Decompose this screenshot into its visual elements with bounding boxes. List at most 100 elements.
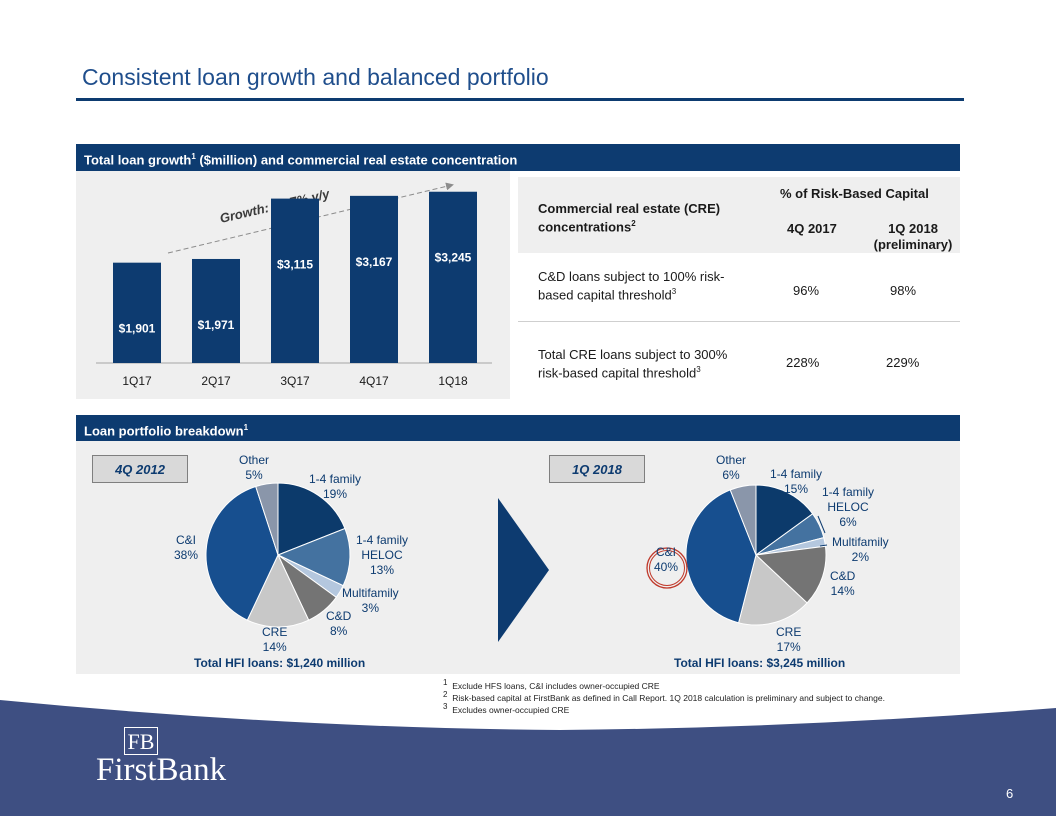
period-4q2017-header: 4Q 2017 bbox=[787, 221, 837, 236]
x-tick-label: 2Q17 bbox=[201, 374, 231, 388]
footer-band bbox=[0, 700, 1056, 816]
left-multifamily-label: Multifamily 3% bbox=[342, 586, 399, 616]
footnote-3: 3 Excludes owner-occupied CRE bbox=[443, 702, 569, 715]
bar-value-label: $3,115 bbox=[277, 258, 313, 272]
left-cd-label: C&D 8% bbox=[326, 609, 351, 639]
cre-row-label-line1: Total CRE loans subject to 300% bbox=[538, 347, 728, 362]
cd-row-footnote: 3 bbox=[671, 287, 677, 296]
pie-slice-other bbox=[255, 482, 279, 556]
cd-value-1q2018: 98% bbox=[890, 283, 917, 298]
right-ci-name: C&I bbox=[656, 545, 677, 559]
left-family-pct: 19% bbox=[322, 487, 348, 501]
left-ci-name: C&I bbox=[176, 533, 197, 547]
left-family-label: 1-4 family 19% bbox=[309, 472, 361, 502]
cre-row-label-line2: risk-based capital threshold bbox=[538, 365, 697, 381]
loan-growth-title-rest: ($million) and commercial real estate co… bbox=[195, 152, 518, 168]
table-row-cre: Total CRE loans subject to 300% risk-bas… bbox=[538, 347, 727, 380]
cd-row-label-line1: C&D loans subject to 100% risk- bbox=[538, 269, 725, 284]
left-heloc-label: 1-4 family HELOC 13% bbox=[356, 533, 408, 578]
page-number: 6 bbox=[1006, 786, 1014, 801]
left-cd-name: C&D bbox=[326, 609, 352, 623]
table-header-background bbox=[518, 177, 960, 253]
bar-4Q17 bbox=[350, 195, 398, 363]
right-multifamily-pct: 2% bbox=[851, 550, 869, 564]
left-cre-label: CRE 14% bbox=[262, 625, 287, 655]
heloc-leader-line bbox=[817, 515, 826, 534]
pie-slice-other bbox=[729, 484, 757, 556]
firstbank-logo-mark: FB bbox=[124, 727, 158, 755]
right-other-name: Other bbox=[716, 453, 747, 467]
x-tick-label: 3Q17 bbox=[280, 374, 310, 388]
cre-value-4q2017: 228% bbox=[786, 355, 820, 370]
left-ci-pct: 38% bbox=[174, 548, 199, 562]
pie-chart-1q2018 bbox=[685, 484, 827, 626]
right-cre-name: CRE bbox=[776, 625, 802, 639]
footnote-3-number: 3 bbox=[443, 702, 448, 711]
pie-slice-1-4-family bbox=[277, 482, 346, 556]
period-label-1q2018: 1Q 2018 bbox=[549, 455, 645, 483]
left-multifamily-name: Multifamily bbox=[342, 586, 399, 600]
pie-slice-1-4-family bbox=[755, 484, 814, 556]
pie-chart-4q2012 bbox=[205, 482, 351, 628]
pie-slice-c-i bbox=[205, 485, 279, 621]
bar-value-label: $3,167 bbox=[356, 255, 393, 269]
bar-3Q17 bbox=[271, 198, 319, 363]
cre-row-header: Commercial real estate (CRE) concentrati… bbox=[538, 201, 748, 234]
left-other-name: Other bbox=[239, 453, 270, 467]
right-ci-pct: 40% bbox=[654, 560, 679, 574]
loan-growth-title-footnote: 1 bbox=[191, 152, 196, 161]
right-cre-pct: 17% bbox=[776, 640, 801, 654]
footnote-1-text: Exclude HFS loans, C&I includes owner-oc… bbox=[452, 680, 660, 691]
risk-based-capital-header: % of Risk-Based Capital bbox=[780, 186, 929, 201]
footnote-1: 1 Exclude HFS loans, C&I includes owner-… bbox=[443, 678, 660, 691]
table-row-cd: C&D loans subject to 100% risk- based ca… bbox=[538, 269, 724, 302]
title-divider bbox=[76, 98, 964, 101]
left-heloc-pct: 13% bbox=[369, 563, 395, 577]
left-total-loans: Total HFI loans: $1,240 million bbox=[194, 656, 366, 670]
right-cd-label: C&D 14% bbox=[830, 569, 855, 599]
cre-row-footnote: 3 bbox=[696, 365, 701, 374]
table-row-divider bbox=[518, 321, 960, 322]
right-total-loans: Total HFI loans: $3,245 million bbox=[674, 656, 846, 670]
portfolio-title: Loan portfolio breakdown bbox=[84, 423, 244, 439]
bar-value-label: $1,901 bbox=[119, 322, 156, 336]
loan-growth-section-header: Total loan growth1 ($million) and commer… bbox=[76, 144, 960, 171]
bars-group: $1,901 1Q17 $1,971 2Q17 $3,115 3Q17 $3,167 4Q17… bbox=[113, 191, 477, 388]
right-multifamily-label: Multifamily 2% bbox=[832, 535, 889, 565]
cre-value-1q2018: 229% bbox=[886, 355, 920, 370]
bar-2Q17 bbox=[192, 258, 240, 363]
right-cre-label: CRE 17% bbox=[776, 625, 801, 655]
page-title: Consistent loan growth and balanced port… bbox=[82, 64, 549, 90]
pie-slice-cre bbox=[246, 553, 310, 628]
pie-slice-c-i bbox=[685, 489, 757, 624]
right-cd-pct: 14% bbox=[830, 584, 855, 598]
bar-1Q17 bbox=[113, 262, 161, 363]
cd-value-4q2017: 96% bbox=[793, 283, 820, 298]
right-other-pct: 6% bbox=[722, 468, 740, 482]
portfolio-section-header: Loan portfolio breakdown1 bbox=[76, 415, 960, 441]
pie-slice-1-4-family-heloc bbox=[276, 527, 351, 587]
left-cre-name: CRE bbox=[262, 625, 288, 639]
right-heloc-sub: HELOC bbox=[827, 500, 869, 514]
right-heloc-name: 1-4 family bbox=[822, 485, 875, 499]
left-cre-pct: 14% bbox=[262, 640, 287, 654]
ci-highlight-circle-inner bbox=[649, 550, 685, 586]
left-ci-label: C&I 38% bbox=[174, 533, 198, 563]
footnote-1-number: 1 bbox=[443, 678, 448, 687]
x-tick-label: 1Q17 bbox=[122, 374, 152, 388]
pie-slice-c-d bbox=[754, 545, 827, 604]
bar-1Q18 bbox=[429, 191, 477, 363]
footnote-2-number: 2 bbox=[443, 690, 448, 699]
left-other-label: Other 5% bbox=[239, 453, 269, 483]
x-tick-label: 1Q18 bbox=[438, 374, 468, 388]
multifamily-leader-line bbox=[819, 544, 828, 547]
firstbank-logo-text: FirstBank bbox=[96, 752, 227, 788]
left-heloc-sub: HELOC bbox=[361, 548, 403, 562]
cre-row-header-text: Commercial real estate (CRE) concentrati… bbox=[538, 201, 721, 235]
left-family-name: 1-4 family bbox=[309, 472, 362, 486]
footnote-2-text: Risk-based capital at FirstBank as defin… bbox=[452, 692, 885, 703]
loan-portfolio-panel: 4Q 2012 1Q 2018 Other 5% 1-4 family 19% 1-… bbox=[76, 441, 960, 674]
right-other-label: Other 6% bbox=[716, 453, 746, 483]
left-other-pct: 5% bbox=[245, 468, 263, 482]
x-tick-label: 4Q17 bbox=[359, 374, 389, 388]
